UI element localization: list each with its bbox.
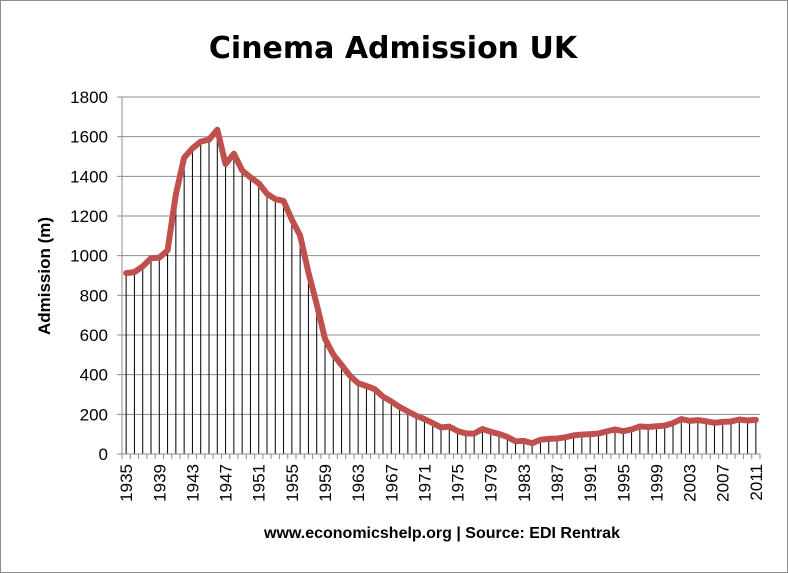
y-tick-label-400: 400 <box>80 366 108 385</box>
x-tick-label-1943: 1943 <box>183 464 202 502</box>
x-tick-label-1971: 1971 <box>415 464 434 502</box>
gridlines <box>117 96 760 455</box>
x-tick-label-1975: 1975 <box>449 464 468 502</box>
drop-lines <box>125 129 757 454</box>
source-footer: www.economicshelp.org | Source: EDI Rent… <box>263 525 620 542</box>
y-tick-label-1400: 1400 <box>70 167 108 186</box>
x-tick-label-1935: 1935 <box>117 464 136 502</box>
x-tick-label-1955: 1955 <box>283 464 302 502</box>
x-tick-label-1991: 1991 <box>581 464 600 502</box>
y-tick-label-800: 800 <box>80 286 108 305</box>
y-tick-label-0: 0 <box>99 445 108 464</box>
series-line <box>123 126 759 447</box>
x-tick-label-1995: 1995 <box>614 464 633 502</box>
series-layer <box>123 126 759 447</box>
y-tick-label-600: 600 <box>80 326 108 345</box>
x-tick-label-1987: 1987 <box>548 464 567 502</box>
y-tick-label-1200: 1200 <box>70 207 108 226</box>
x-tick-label-2003: 2003 <box>681 464 700 502</box>
chart-title: Cinema Admission UK <box>209 31 579 66</box>
y-tick-label-1000: 1000 <box>70 247 108 266</box>
y-tick-label-1800: 1800 <box>70 88 108 107</box>
x-tick-label-1999: 1999 <box>647 464 666 502</box>
x-tick-label-1983: 1983 <box>515 464 534 502</box>
x-tick-label-1951: 1951 <box>250 464 269 502</box>
axes <box>121 97 761 459</box>
x-tick-labels: 1935 1939 1943 1947 1951 1955 1959 1963 1967 1971… <box>117 464 766 502</box>
x-tick-label-2007: 2007 <box>714 464 733 502</box>
y-axis-label: Admission (m) <box>35 217 54 335</box>
x-tick-label-1939: 1939 <box>150 464 169 502</box>
x-tick-label-1967: 1967 <box>382 464 401 502</box>
x-tick-label-2011: 2011 <box>747 464 766 501</box>
y-tick-labels: 0 200 400 600 800 1000 1200 1400 1600 1800 <box>70 88 108 464</box>
x-tick-label-1963: 1963 <box>349 464 368 502</box>
x-tick-label-1947: 1947 <box>217 464 236 502</box>
y-tick-label-1600: 1600 <box>70 128 108 147</box>
y-tick-label-200: 200 <box>80 405 108 424</box>
x-tick-label-1979: 1979 <box>482 464 501 502</box>
x-tick-label-1959: 1959 <box>316 464 335 502</box>
